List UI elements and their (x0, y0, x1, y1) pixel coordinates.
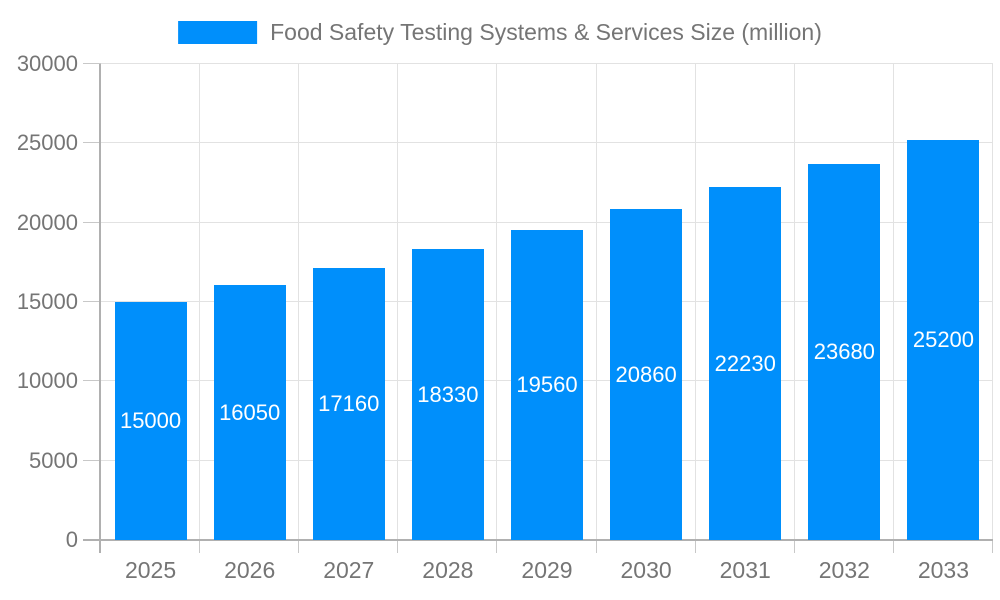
x-tick-5 (595, 540, 597, 553)
x-axis-line (83, 539, 993, 541)
gridline-v-1 (199, 64, 201, 540)
x-tick-label-2030: 2030 (620, 557, 672, 583)
gridline-h-30000 (101, 63, 993, 64)
y-tick-label-15000: 15000 (16, 289, 78, 314)
bar-value-label-2032: 23680 (813, 339, 875, 365)
gridline-v-4 (496, 64, 498, 540)
y-tick-label-0: 0 (65, 527, 78, 552)
y-tick-label-20000: 20000 (16, 209, 78, 235)
y-tick-10000 (83, 380, 101, 382)
gridline-v-7 (793, 64, 795, 540)
gridline-v-2 (298, 64, 300, 540)
gridline-v-3 (397, 64, 399, 540)
gridline-v-6 (694, 64, 696, 540)
gridline-v-8 (892, 64, 894, 540)
legend[interactable]: Food Safety Testing Systems & Services S… (178, 19, 822, 46)
bar-2033[interactable]: 25200 (907, 140, 980, 540)
x-tick-7 (793, 540, 795, 553)
y-tick-15000 (83, 301, 101, 302)
x-tick-label-2032: 2032 (818, 557, 870, 583)
x-tick-3 (397, 540, 399, 553)
bar-value-label-2033: 25200 (912, 327, 975, 353)
x-tick-label-2026: 2026 (224, 557, 276, 583)
y-tick-20000 (83, 221, 101, 223)
x-tick-label-2031: 2031 (719, 557, 771, 583)
legend-label: Food Safety Testing Systems & Services S… (270, 19, 822, 45)
bar-2025[interactable]: 15000 (114, 302, 187, 540)
x-tick-4 (496, 540, 498, 553)
y-tick-30000 (83, 63, 101, 64)
y-tick-5000 (83, 459, 101, 461)
x-tick-6 (694, 540, 696, 553)
x-tick-label-2029: 2029 (521, 557, 573, 583)
gridline-v-9 (992, 64, 993, 540)
bar-2026[interactable]: 16050 (213, 285, 286, 540)
x-tick-1 (199, 540, 201, 553)
y-tick-label-10000: 10000 (16, 368, 78, 394)
x-tick-9 (992, 540, 993, 553)
gridline-h-25000 (101, 142, 993, 144)
x-tick-2 (298, 540, 300, 553)
x-tick-label-2027: 2027 (323, 557, 375, 583)
y-tick-label-30000: 30000 (16, 51, 78, 76)
x-tick-label-2033: 2033 (917, 557, 970, 583)
bar-2029[interactable]: 19560 (511, 229, 583, 540)
legend-swatch (178, 21, 258, 44)
bar-2027[interactable]: 17160 (312, 267, 385, 540)
bar-value-label-2030: 20860 (615, 361, 677, 387)
bar-value-label-2026: 16050 (219, 399, 281, 425)
gridline-h-20000 (101, 221, 993, 223)
bar-value-label-2028: 18330 (417, 381, 479, 407)
gridline-v-5 (595, 64, 597, 540)
bar-value-label-2031: 22230 (714, 350, 776, 376)
y-tick-label-25000: 25000 (16, 130, 78, 156)
y-tick-label-5000: 5000 (29, 447, 78, 473)
x-tick-label-2025: 2025 (124, 557, 177, 583)
y-axis-line (99, 64, 101, 553)
bar-2028[interactable]: 18330 (411, 249, 484, 540)
bar-2032[interactable]: 23680 (808, 164, 881, 540)
x-tick-8 (892, 540, 894, 553)
y-tick-25000 (83, 142, 101, 144)
bar-value-label-2029: 19560 (516, 371, 578, 397)
x-tick-label-2028: 2028 (422, 557, 474, 583)
bar-value-label-2025: 15000 (119, 408, 182, 433)
bar-value-label-2027: 17160 (318, 390, 380, 416)
bar-2031[interactable]: 22230 (709, 187, 782, 540)
bar-2030[interactable]: 20860 (610, 209, 683, 540)
